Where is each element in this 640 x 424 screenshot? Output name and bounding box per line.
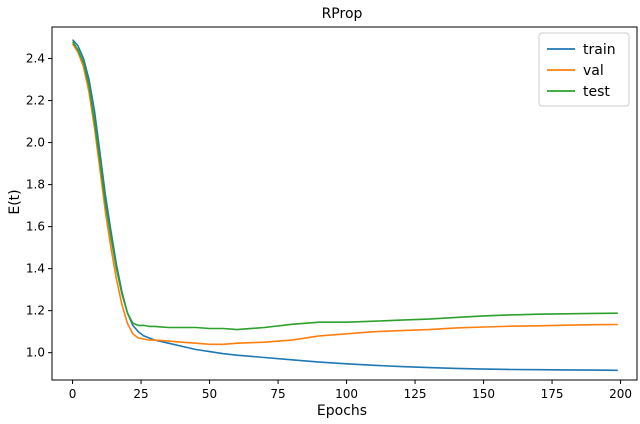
x-tick-label: 100 xyxy=(335,387,358,401)
legend-box xyxy=(538,32,630,107)
x-tick-label: 175 xyxy=(541,387,564,401)
legend-label-val: val xyxy=(583,63,604,79)
plot-frame xyxy=(51,26,638,381)
series-line-val xyxy=(71,43,618,346)
y-axis: 1.0 1.2 1.4 1.6 1.8 2.0 2.2 2.4 xyxy=(26,52,52,360)
legend: train val test xyxy=(538,32,630,107)
y-tick-label: 1.8 xyxy=(26,178,45,192)
series-line-train xyxy=(71,39,618,372)
y-axis-label: E(t) xyxy=(7,189,23,214)
x-tick-label: 75 xyxy=(270,387,285,401)
x-axis: 0 25 50 75 100 125 150 175 200 xyxy=(69,380,632,401)
chart-title: RProp xyxy=(322,6,363,22)
y-tick-label: 2.0 xyxy=(26,136,45,150)
plot-area xyxy=(51,26,638,381)
y-tick-label: 2.2 xyxy=(26,94,45,108)
x-tick-label: 50 xyxy=(202,387,217,401)
y-tick-label: 1.4 xyxy=(26,262,45,276)
y-tick-label: 1.2 xyxy=(26,304,45,318)
x-tick-label: 25 xyxy=(133,387,148,401)
x-tick-label: 0 xyxy=(69,387,77,401)
y-tick-label: 1.0 xyxy=(26,346,45,360)
legend-label-train: train xyxy=(583,42,616,58)
x-tick-label: 125 xyxy=(404,387,427,401)
y-tick-label: 1.6 xyxy=(26,220,45,234)
x-tick-label: 150 xyxy=(472,387,495,401)
legend-label-test: test xyxy=(583,84,610,100)
y-tick-label: 2.4 xyxy=(26,52,45,66)
series-layer xyxy=(71,39,618,372)
series-line-test xyxy=(71,41,618,331)
x-tick-label: 200 xyxy=(609,387,632,401)
x-axis-label: Epochs xyxy=(317,403,367,419)
